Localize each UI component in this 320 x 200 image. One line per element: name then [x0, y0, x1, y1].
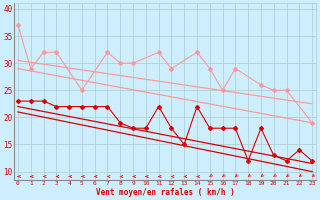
X-axis label: Vent moyen/en rafales ( km/h ): Vent moyen/en rafales ( km/h ) — [96, 188, 234, 197]
